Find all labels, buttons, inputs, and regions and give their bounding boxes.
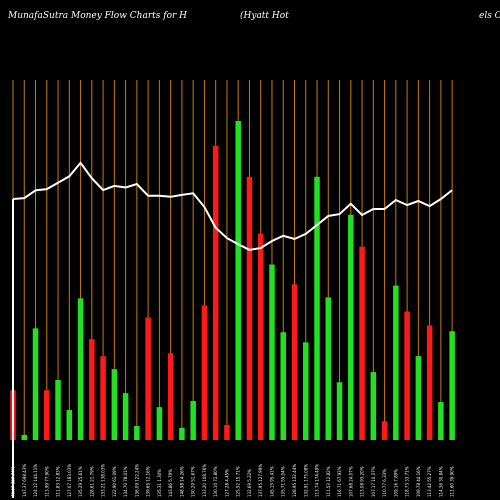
x-tick-label: 113.99 77.90%: [44, 466, 49, 497]
money-flow-bar: [348, 214, 354, 440]
money-flow-bar: [336, 382, 343, 440]
money-flow-bar: [235, 121, 241, 440]
x-tick-label: 127.07 183.03%: [67, 464, 72, 497]
money-flow-bar: [325, 297, 332, 440]
money-flow-bar: [291, 284, 298, 440]
money-flow-bar: [89, 339, 95, 440]
money-flow-bar: [190, 401, 196, 440]
money-flow-bar: [269, 264, 275, 440]
x-tick-label: 111.60 39.90%: [450, 466, 455, 497]
x-tick-label: 127.28 4.45%: [224, 469, 229, 497]
money-flow-bar: [370, 372, 377, 440]
money-flow-bar: [280, 332, 286, 440]
money-flow-bar: [100, 356, 106, 440]
x-tick-label: 109.16 7.89%: [393, 469, 398, 497]
money-flow-bar: [381, 421, 388, 440]
x-tick-label: 46.67 327.74%: [11, 466, 16, 497]
money-flow-bar: [257, 233, 264, 440]
x-tick-label: 133.21 138.03%: [101, 464, 106, 497]
x-tick-labels: 46.67 327.74% 147.37 698.43% 124.12 144.11…: [11, 464, 455, 497]
money-flow-bar: [122, 393, 129, 440]
x-tick-label: 136.09 122.24%: [134, 464, 139, 497]
x-tick-label: 109.78 44.16%: [416, 466, 421, 497]
money-flow-bar: [359, 246, 365, 440]
x-tick-label: 124.12 144.11%: [33, 464, 38, 497]
x-tick-label: 111.53 12.82%: [326, 466, 331, 497]
money-flow-bar: [32, 328, 39, 440]
money-flow-bar: [246, 176, 253, 440]
bar-series: [10, 121, 455, 440]
money-flow-bar: [156, 407, 163, 440]
price-line: [12, 161, 453, 251]
x-tick-label: 118.73 33.71%: [405, 466, 410, 497]
x-tick-label: 125.52 15.71%: [236, 466, 241, 497]
x-tick-label: 113.42 55.27%: [427, 466, 432, 497]
x-tick-label: 111.83 12.83%: [56, 466, 61, 497]
money-flow-bar: [167, 353, 174, 440]
x-tick-label: 128.61 21.79%: [89, 466, 94, 497]
money-flow-bar: [426, 325, 433, 440]
x-tick-label: 132.69 5.22%: [247, 469, 252, 497]
chart-title-right: els C: [479, 11, 500, 21]
money-flow-bar: [77, 298, 84, 440]
x-tick-label: 137.95 127.99%: [258, 464, 263, 497]
x-tick-label: 113.08 93.20%: [360, 466, 365, 497]
chart-title-middle: (Hyatt Hot: [240, 11, 289, 21]
x-tick-label: 130.29 51.67%: [191, 466, 196, 497]
money-flow-bar: [212, 145, 219, 440]
chart-title: MunafaSutra Money Flow Charts for H (Hya…: [0, 11, 500, 25]
money-flow-bar: [224, 425, 230, 440]
x-tick-label: 134.70 78.01%: [123, 466, 128, 497]
money-flow-bar: [314, 176, 320, 440]
money-flow-bar: [415, 356, 422, 440]
x-tick-label: 135.31 1.30%: [157, 469, 162, 497]
money-flow-bar: [393, 285, 399, 440]
x-tick-label: 114.36 30.84%: [438, 466, 443, 497]
x-tick-label: 107.68 24.07%: [348, 466, 353, 497]
x-tick-label: 116.71 67.93%: [337, 466, 342, 497]
money-flow-bar: [201, 305, 208, 440]
x-tick-label: 145.15 95.41%: [269, 466, 274, 497]
chart-title-left: MunafaSutra Money Flow Charts for H: [8, 11, 187, 21]
x-tick-label: 133.20 108.76%: [202, 464, 207, 497]
price-line-series: [12, 161, 453, 498]
x-tick-label: 113.74 174.49%: [315, 464, 320, 497]
x-tick-label: 122.90 61.09%: [112, 466, 117, 497]
money-flow-bar: [404, 311, 410, 440]
x-tick-label: 135.29 25.61%: [78, 466, 83, 497]
x-tick-label: 130.10 72.80%: [213, 466, 218, 497]
money-flow-bar: [44, 390, 50, 440]
money-flow-bar: [21, 434, 28, 440]
money-flow-bar: [303, 342, 309, 440]
x-tick-label: 128.95 132.44%: [292, 464, 297, 497]
money-flow-bar: [145, 317, 151, 440]
money-flow-bar: [179, 427, 185, 440]
x-tick-label: 135.71 55.04%: [281, 466, 286, 497]
x-tick-label: 110.77 6.33%: [382, 469, 387, 497]
x-tick-label: 132.91 175.08%: [303, 464, 308, 497]
x-tick-label: 139.65 12.16%: [146, 466, 151, 497]
x-tick-label: 143.86 5.79%: [168, 469, 173, 497]
money-flow-bar: [438, 402, 444, 440]
x-tick-label: 147.37 698.43%: [22, 464, 27, 497]
x-tick-label: 148.98 14.26%: [179, 466, 184, 497]
money-flow-bar: [134, 425, 140, 440]
money-flow-bar: [111, 369, 118, 440]
money-flow-bar: [66, 410, 73, 440]
money-flow-bar: [55, 380, 61, 440]
x-tick-label: 107.17 10.37%: [371, 466, 376, 497]
money-flow-bar: [449, 331, 455, 440]
